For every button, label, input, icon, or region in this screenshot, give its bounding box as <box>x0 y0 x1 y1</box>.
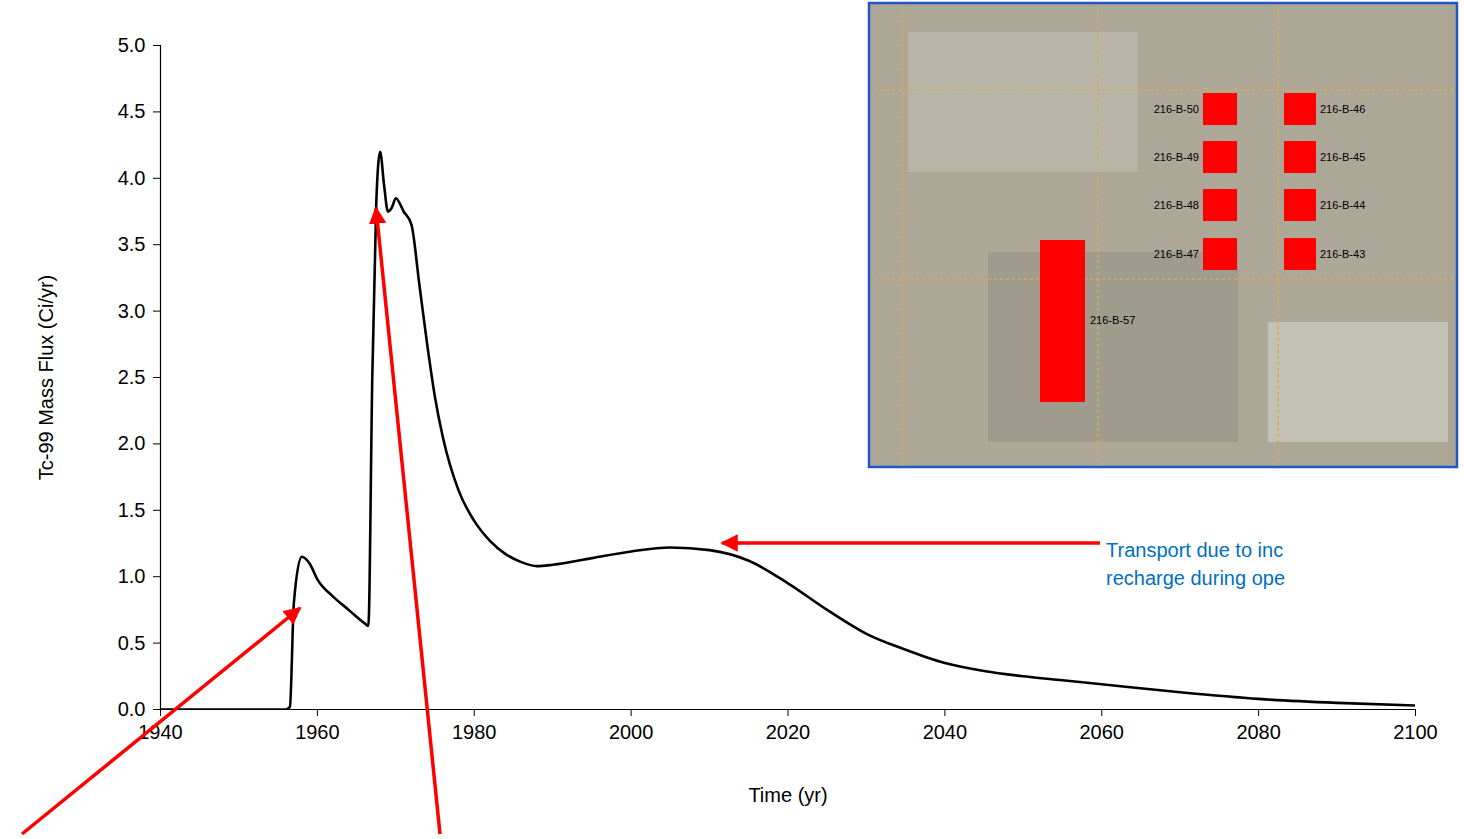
svg-text:4.5: 4.5 <box>118 100 146 122</box>
svg-text:0.5: 0.5 <box>118 632 146 654</box>
svg-text:2060: 2060 <box>1080 721 1125 743</box>
svg-text:216-B-45: 216-B-45 <box>1320 151 1365 163</box>
svg-text:Transport due to inc: Transport due to inc <box>1106 539 1283 561</box>
svg-text:4.0: 4.0 <box>118 167 146 189</box>
svg-text:0.0: 0.0 <box>118 698 146 720</box>
svg-text:216-B-50: 216-B-50 <box>1154 103 1199 115</box>
svg-text:1.5: 1.5 <box>118 499 146 521</box>
svg-text:216-B-44: 216-B-44 <box>1320 199 1365 211</box>
svg-text:2040: 2040 <box>923 721 968 743</box>
svg-text:1960: 1960 <box>295 721 340 743</box>
svg-text:3.5: 3.5 <box>118 233 146 255</box>
svg-text:1.0: 1.0 <box>118 565 146 587</box>
svg-text:216-B-57: 216-B-57 <box>1090 314 1135 326</box>
svg-text:3.0: 3.0 <box>118 300 146 322</box>
svg-text:216-B-47: 216-B-47 <box>1154 248 1199 260</box>
svg-text:2.0: 2.0 <box>118 432 146 454</box>
svg-text:Time (yr): Time (yr) <box>748 784 827 806</box>
svg-text:216-B-43: 216-B-43 <box>1320 248 1365 260</box>
svg-text:216-B-46: 216-B-46 <box>1320 103 1365 115</box>
svg-text:recharge during ope: recharge during ope <box>1106 567 1285 589</box>
svg-text:216-B-49: 216-B-49 <box>1154 151 1199 163</box>
svg-text:2020: 2020 <box>766 721 811 743</box>
svg-text:2.5: 2.5 <box>118 366 146 388</box>
svg-text:2000: 2000 <box>609 721 654 743</box>
svg-text:1980: 1980 <box>452 721 497 743</box>
svg-text:216-B-48: 216-B-48 <box>1154 199 1199 211</box>
svg-text:5.0: 5.0 <box>118 34 146 56</box>
svg-text:Tc-99 Mass Flux (Ci/yr): Tc-99 Mass Flux (Ci/yr) <box>35 275 57 481</box>
svg-text:2080: 2080 <box>1236 721 1281 743</box>
svg-text:2100: 2100 <box>1393 721 1438 743</box>
svg-text:1940: 1940 <box>138 721 183 743</box>
